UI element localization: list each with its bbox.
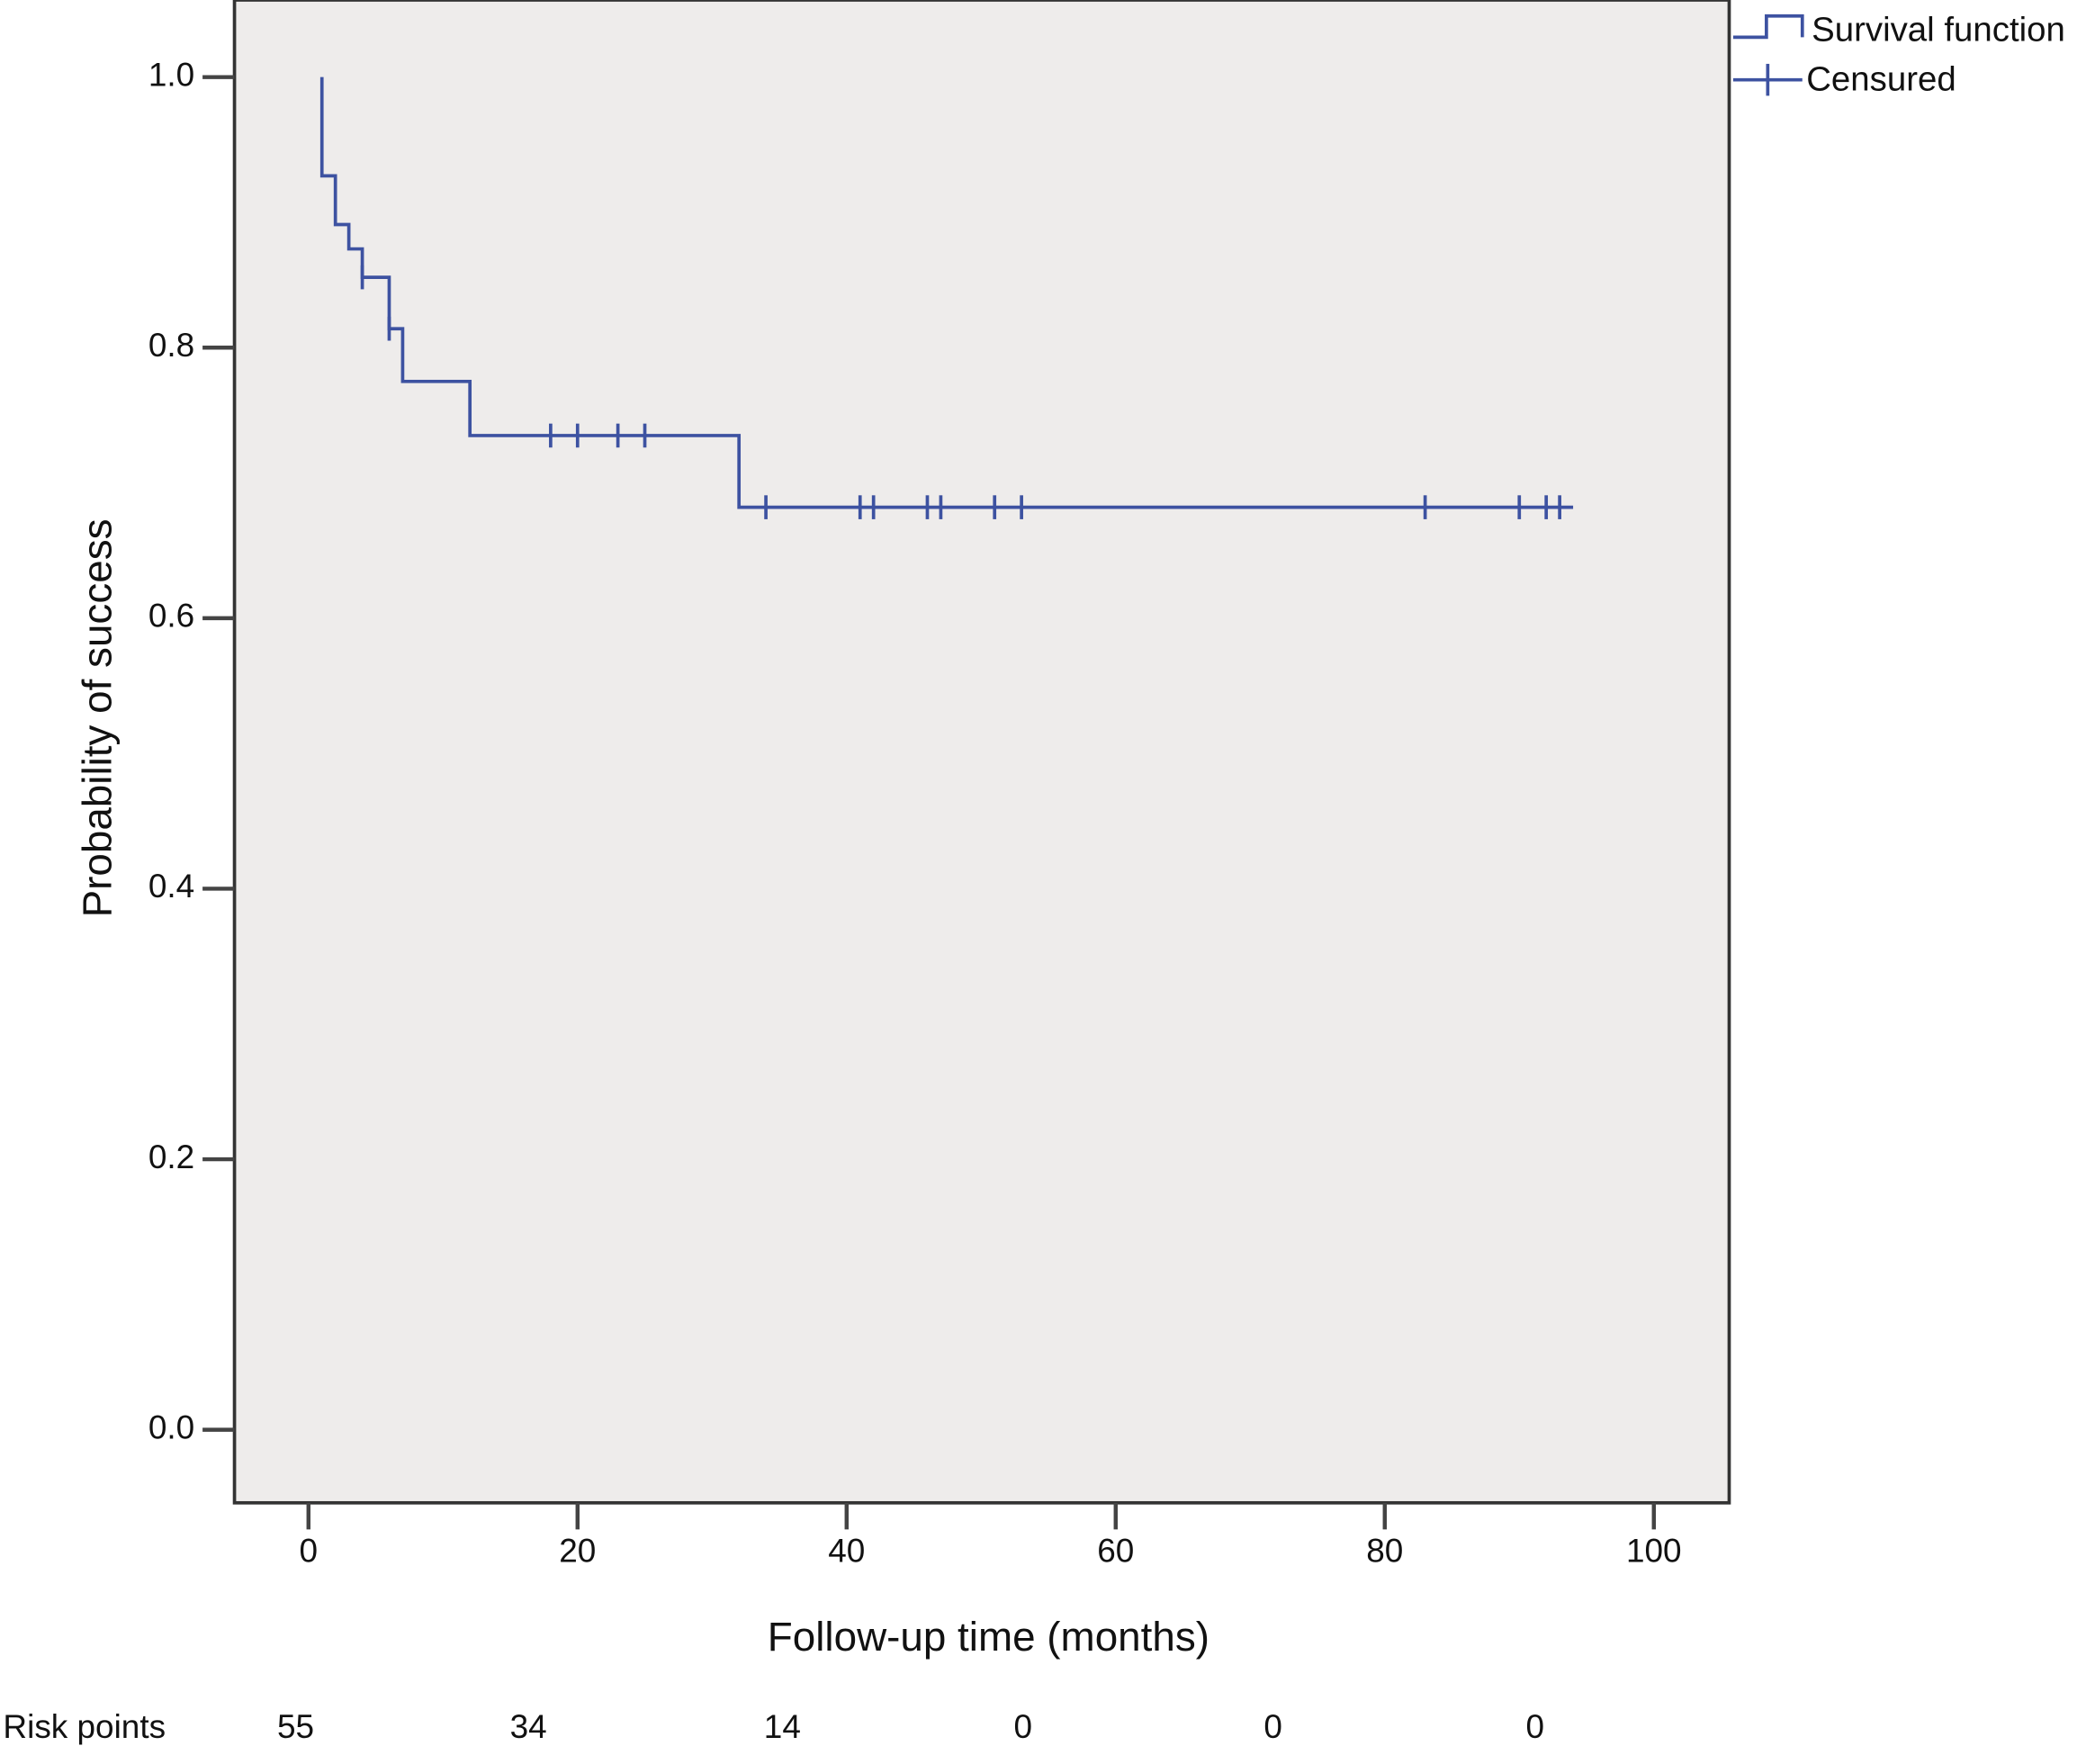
y-tick-label: 0.6 <box>148 598 194 634</box>
x-tick-label: 0 <box>300 1533 319 1570</box>
risk-value: 34 <box>510 1708 547 1745</box>
x-tick-label: 80 <box>1366 1533 1403 1570</box>
survival-line <box>319 76 1574 509</box>
y-tick-label: 0.0 <box>148 1408 194 1445</box>
risk-value: 0 <box>1525 1708 1544 1745</box>
y-axis-title: Probability of success <box>74 519 120 918</box>
x-tick-label: 60 <box>1097 1533 1134 1570</box>
y-tick-label: 0.8 <box>148 327 194 364</box>
x-axis-title: Follow-up time (months) <box>768 1614 1209 1660</box>
y-tick-label: 0.2 <box>148 1138 194 1175</box>
x-tick-label: 100 <box>1626 1533 1682 1570</box>
y-tick-label: 1.0 <box>148 56 194 93</box>
risk-value: 0 <box>1263 1708 1282 1745</box>
legend-label: Censured <box>1806 59 1956 98</box>
legend-symbol <box>1732 14 1804 40</box>
plot-area <box>232 0 1731 1505</box>
legend-label: Survival function <box>1812 11 2065 50</box>
x-tick-label: 20 <box>559 1533 596 1570</box>
risk-value: 55 <box>277 1708 314 1745</box>
y-tick-label: 0.4 <box>148 868 194 904</box>
x-tick-label: 40 <box>828 1533 865 1570</box>
risk-label: Risk points <box>3 1708 166 1745</box>
risk-value: 14 <box>764 1708 801 1745</box>
risk-value: 0 <box>1014 1708 1033 1745</box>
